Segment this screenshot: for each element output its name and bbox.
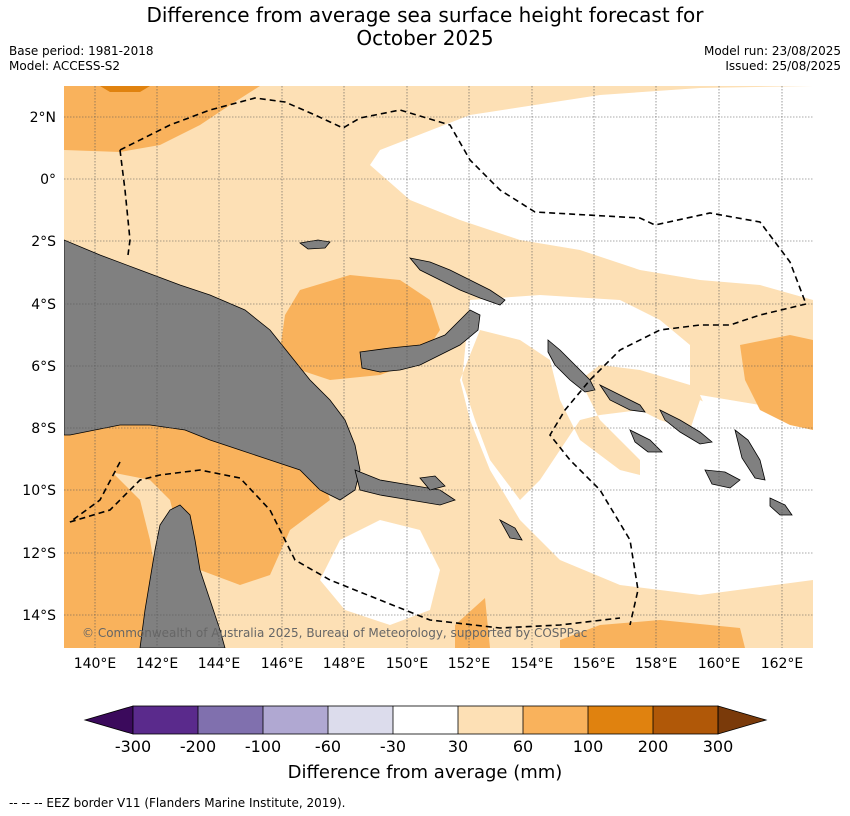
cape-york-peninsula — [139, 504, 226, 648]
colorbar-bin — [393, 706, 458, 734]
colorbar-label: 30 — [448, 737, 468, 756]
lat-tick: 0° — [40, 172, 56, 188]
solomon-island-4 — [734, 428, 766, 481]
new-ireland-island — [408, 257, 506, 306]
lon-tick: 154°E — [511, 656, 554, 672]
eez-border — [69, 97, 807, 629]
anomaly-60-100-east — [740, 335, 813, 430]
lat-tick: 14°S — [22, 608, 56, 624]
title-line-2: October 2025 — [356, 26, 494, 50]
solomon-island-2 — [659, 409, 713, 445]
manus-island — [299, 239, 331, 250]
anomaly-60-100-south-small — [455, 598, 490, 648]
new-britain-island — [359, 309, 481, 373]
louisiade-island — [498, 519, 523, 541]
model-run: Model run: 23/08/2025 — [703, 44, 841, 58]
anomaly-100-200-north — [100, 86, 150, 92]
solomon-island-5 — [704, 469, 741, 489]
chart-title: Difference from average sea surface heig… — [0, 4, 850, 50]
colorbar-extend-low — [83, 705, 134, 735]
lon-tick: 140°E — [74, 656, 117, 672]
near-average-region-solomon — [700, 395, 813, 470]
lon-tick: 156°E — [573, 656, 616, 672]
colorbar-label: 200 — [638, 737, 669, 756]
lon-tick: 148°E — [323, 656, 366, 672]
graticule — [64, 86, 813, 648]
colorbar-bin — [653, 706, 718, 734]
near-average-region-north — [370, 86, 813, 300]
colorbar-bin — [328, 706, 393, 734]
meta-left: Base period: 1981-2018 Model: ACCESS-S2 — [9, 44, 154, 74]
lat-tick: 8°S — [31, 421, 56, 437]
anomaly-60-100-north — [64, 86, 260, 152]
lon-tick: 152°E — [448, 656, 491, 672]
colorbar-bin — [198, 706, 263, 734]
colorbar: -300 -200 -100 -60 -30 30 60 100 200 300… — [83, 705, 768, 783]
lat-tick: 2°S — [31, 234, 56, 250]
lat-tick: 6°S — [31, 359, 56, 375]
lon-tick: 150°E — [386, 656, 429, 672]
colorbar-title: Difference from average (mm) — [288, 762, 563, 783]
lat-tick: 10°S — [22, 483, 56, 499]
lat-tick: 12°S — [22, 546, 56, 562]
dentrecasteaux-island — [419, 475, 446, 491]
title-line-1: Difference from average sea surface heig… — [146, 3, 704, 27]
solomon-island-6 — [769, 497, 793, 516]
lon-axis: 140°E 142°E 144°E 146°E 148°E 150°E 152°… — [74, 656, 804, 672]
solomon-island-3 — [629, 429, 663, 453]
colorbar-bin — [458, 706, 523, 734]
colorbar-bin — [588, 706, 653, 734]
papuan-peninsula — [354, 469, 456, 506]
issued-date: Issued: 25/08/2025 — [725, 59, 841, 73]
lon-tick: 162°E — [761, 656, 804, 672]
colorbar-label: -200 — [180, 737, 216, 756]
eez-legend: -- -- -- EEZ border V11 (Flanders Marine… — [9, 796, 346, 810]
lon-tick: 142°E — [136, 656, 179, 672]
lon-tick: 144°E — [198, 656, 241, 672]
colorbar-label: -30 — [380, 737, 406, 756]
colorbar-label: 300 — [703, 737, 734, 756]
lon-tick: 146°E — [261, 656, 304, 672]
solomon-island-1 — [598, 383, 646, 413]
lon-tick: 158°E — [635, 656, 678, 672]
colorbar-label: -60 — [315, 737, 341, 756]
near-average-region-east — [460, 295, 813, 595]
anomaly-60-100-gulf — [64, 420, 330, 585]
near-average-region-coral — [320, 520, 440, 625]
anomaly-60-100-south — [560, 620, 745, 648]
colorbar-label: -100 — [245, 737, 281, 756]
colorbar-bin — [263, 706, 328, 734]
lat-tick: 4°S — [31, 297, 56, 313]
colorbar-extend-high — [717, 705, 768, 735]
lat-tick: 2°N — [30, 110, 56, 126]
base-period: Base period: 1981-2018 — [9, 44, 154, 58]
map-area: © Commonwealth of Australia 2025, Bureau… — [64, 86, 813, 648]
copyright-text: © Commonwealth of Australia 2025, Bureau… — [82, 626, 587, 640]
meta-right: Model run: 23/08/2025 Issued: 25/08/2025 — [704, 44, 841, 74]
colorbar-label: -300 — [115, 737, 151, 756]
colorbar-bin — [133, 706, 198, 734]
colorbar-label: 100 — [573, 737, 604, 756]
model-name: Model: ACCESS-S2 — [9, 59, 121, 73]
lon-tick: 160°E — [698, 656, 741, 672]
colorbar-label: 60 — [513, 737, 533, 756]
colorbar-bin — [523, 706, 588, 734]
colorbar-frame — [132, 705, 719, 735]
lat-axis: 2°N 0° 2°S 4°S 6°S 8°S 10°S 12°S 14°S — [22, 110, 56, 624]
